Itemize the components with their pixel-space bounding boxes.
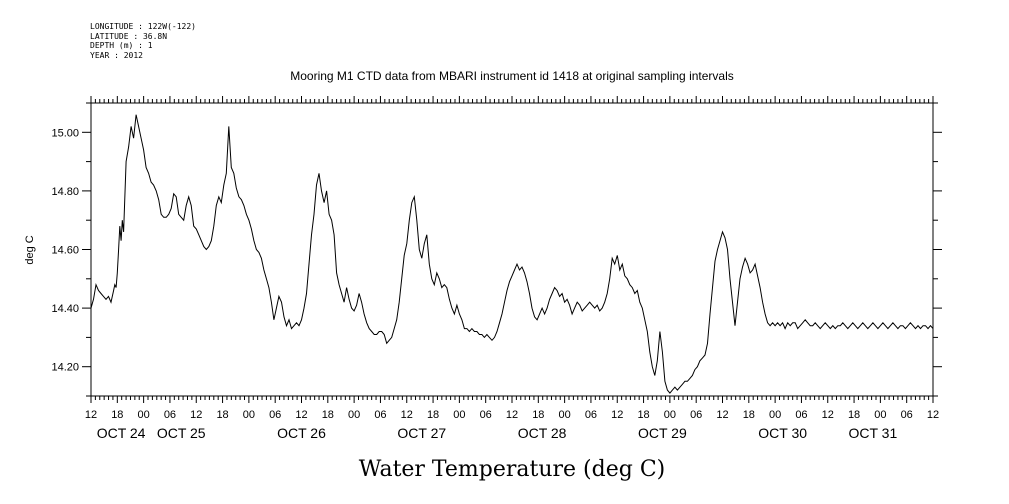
x-hour-label: 06	[480, 409, 492, 421]
x-hour-label: 12	[85, 409, 97, 421]
x-hour-label: 06	[690, 409, 702, 421]
metadata-latitude: LATITUDE : 36.8N	[90, 31, 168, 41]
x-day-label: OCT 24	[97, 425, 146, 441]
x-hour-label: 12	[190, 409, 202, 421]
x-hour-label: 12	[401, 409, 413, 421]
x-hour-label: 00	[559, 409, 571, 421]
x-day-label: OCT 26	[277, 425, 326, 441]
x-day-label: OCT 30	[758, 425, 807, 441]
x-hour-label: 00	[453, 409, 465, 421]
x-hour-label: 18	[322, 409, 334, 421]
x-hour-label: 18	[848, 409, 860, 421]
x-hour-label: 06	[795, 409, 807, 421]
x-hour-label: 18	[532, 409, 544, 421]
x-hour-label: 00	[769, 409, 781, 421]
metadata-year: YEAR : 2012	[90, 50, 143, 60]
chart-title: Mooring M1 CTD data from MBARI instrumen…	[290, 69, 734, 83]
x-hour-label: 18	[216, 409, 228, 421]
x-hour-label: 06	[269, 409, 281, 421]
x-day-label: OCT 31	[848, 425, 897, 441]
x-hour-label: 00	[243, 409, 255, 421]
x-hour-label: 12	[295, 409, 307, 421]
x-hour-label: 18	[637, 409, 649, 421]
x-hour-label: 00	[348, 409, 360, 421]
x-hour-label: 06	[901, 409, 913, 421]
x-day-label: OCT 28	[518, 425, 567, 441]
x-day-label: OCT 27	[397, 425, 446, 441]
x-hour-label: 18	[111, 409, 123, 421]
x-day-label: OCT 25	[157, 425, 206, 441]
x-hour-label: 18	[427, 409, 439, 421]
x-hour-label: 18	[743, 409, 755, 421]
x-hour-label: 12	[822, 409, 834, 421]
metadata-block: LONGITUDE : 122W(-122) LATITUDE : 36.8N …	[90, 22, 196, 60]
y-tick-labels: 14.20 14.40 14.60 14.80 15.00	[51, 127, 79, 373]
temperature-series-line	[90, 114, 934, 394]
x-day-labels: OCT 24 OCT 25 OCT 26 OCT 27 OCT 28 OCT 29 OCT …	[97, 425, 898, 441]
x-hour-label: 00	[138, 409, 150, 421]
x-hour-label: 12	[716, 409, 728, 421]
y-tick-label: 14.60	[51, 245, 79, 257]
y-tick-label: 14.40	[51, 303, 79, 315]
x-hour-label: 06	[585, 409, 597, 421]
x-hour-label: 06	[164, 409, 176, 421]
y-tick-label: 15.00	[51, 127, 79, 139]
x-hour-label: 06	[374, 409, 386, 421]
x-hour-label: 00	[874, 409, 886, 421]
x-hour-label: 12	[506, 409, 518, 421]
metadata-depth: DEPTH (m) : 1	[90, 41, 153, 50]
plot-frame	[90, 102, 934, 397]
x-hour-tick-labels: 12 18 00 06 12 18 00 06 12 18 00 06 12 18 00 06 12 18 00 06…	[85, 409, 939, 421]
x-day-label: OCT 29	[638, 425, 687, 441]
x-hour-label: 12	[927, 409, 939, 421]
x-hour-label: 12	[611, 409, 623, 421]
metadata-longitude: LONGITUDE : 122W(-122)	[90, 22, 196, 31]
y-tick-label: 14.80	[51, 186, 79, 198]
x-axis-label: Water Temperature (deg C)	[359, 457, 666, 482]
tick-marks	[82, 96, 942, 403]
y-tick-label: 14.20	[51, 362, 79, 374]
y-axis-label: deg C	[24, 235, 36, 264]
x-hour-label: 00	[664, 409, 676, 421]
